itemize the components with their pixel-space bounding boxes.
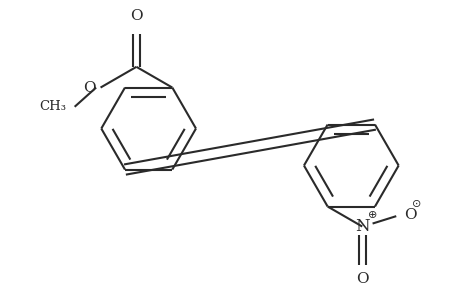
Text: O: O xyxy=(84,81,96,94)
Text: N: N xyxy=(354,218,369,235)
Text: O: O xyxy=(403,208,415,222)
Text: ⊙: ⊙ xyxy=(411,199,420,209)
Text: O: O xyxy=(355,272,368,286)
Text: CH₃: CH₃ xyxy=(39,100,66,113)
Text: O: O xyxy=(130,9,142,23)
Text: ⊕: ⊕ xyxy=(367,210,376,220)
